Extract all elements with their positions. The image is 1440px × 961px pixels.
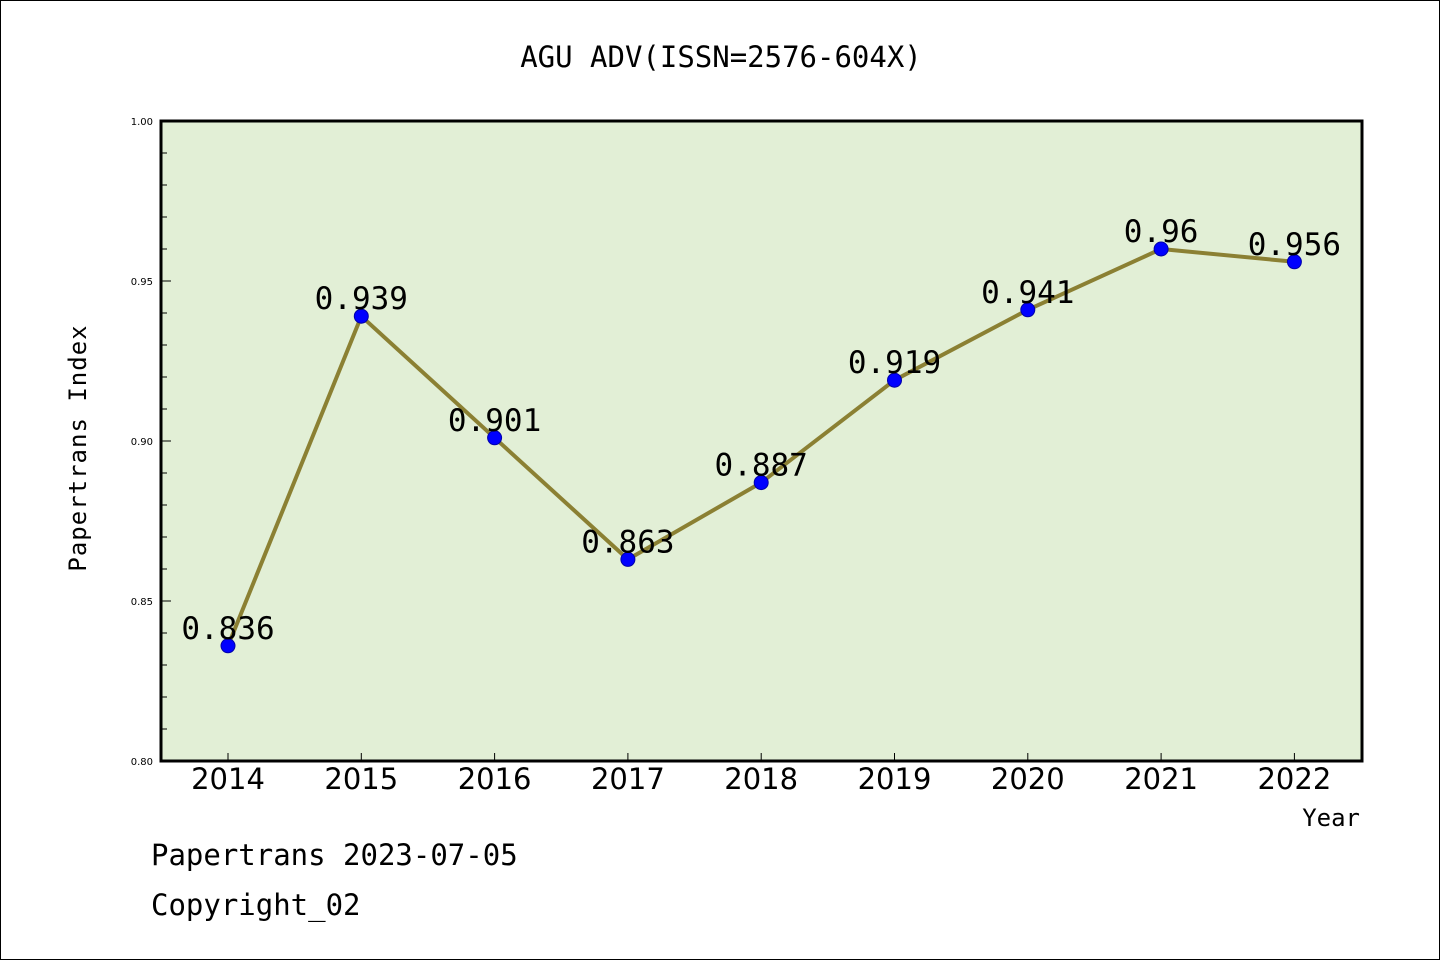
data-label: 0.863 xyxy=(581,524,674,560)
plot-area xyxy=(159,119,1364,763)
data-point xyxy=(353,308,369,324)
data-labels: 0.836 0.939 0.901 0.863 0.887 0.919 0.941 0.96 0… xyxy=(181,214,1341,647)
data-label: 0.836 xyxy=(181,611,274,647)
data-label: 0.96 xyxy=(1124,214,1199,250)
data-label: 0.901 xyxy=(448,403,541,439)
x-tick-label: 2022 xyxy=(1257,762,1331,796)
data-label: 0.887 xyxy=(715,448,808,484)
y-tick-label: 1.00 xyxy=(131,117,153,128)
x-tick-label: 2016 xyxy=(458,762,532,796)
data-point xyxy=(620,551,636,567)
data-label: 0.919 xyxy=(848,345,941,381)
data-label: 0.941 xyxy=(981,275,1074,311)
data-point xyxy=(1020,302,1036,318)
chart-title: AGU ADV(ISSN=2576-604X) xyxy=(520,40,922,74)
x-tick-label: 2020 xyxy=(991,762,1065,796)
y-tick-label: 0.95 xyxy=(131,277,153,288)
data-point xyxy=(1153,241,1169,257)
x-axis-label: Year xyxy=(1302,804,1360,832)
y-axis-label: Papertrans Index xyxy=(64,324,92,571)
y-tick-label: 0.90 xyxy=(131,437,153,448)
data-point xyxy=(220,638,236,654)
x-tick-label: 2015 xyxy=(324,762,398,796)
x-tick-label: 2021 xyxy=(1124,762,1198,796)
y-axis: 0.80 0.85 0.90 0.95 1.00 xyxy=(131,117,171,768)
data-point xyxy=(887,372,902,388)
y-tick-label: 0.80 xyxy=(131,757,153,768)
data-markers xyxy=(220,241,1302,654)
data-point xyxy=(753,475,769,491)
x-tick-label: 2018 xyxy=(724,762,798,796)
data-label: 0.939 xyxy=(315,281,408,317)
footer-date: Papertrans 2023-07-05 xyxy=(151,838,518,872)
x-tick-label: 2017 xyxy=(591,762,665,796)
data-point xyxy=(487,430,503,446)
footer-copyright: Copyright_02 xyxy=(151,888,361,923)
x-tick-label: 2014 xyxy=(191,762,265,796)
x-axis: 2014 2015 2016 2017 2018 2019 2020 2021 2022 xyxy=(191,753,1331,796)
data-point xyxy=(1286,254,1302,270)
y-tick-label: 0.85 xyxy=(131,597,153,608)
x-tick-label: 2019 xyxy=(858,762,932,796)
data-label: 0.956 xyxy=(1248,227,1341,263)
